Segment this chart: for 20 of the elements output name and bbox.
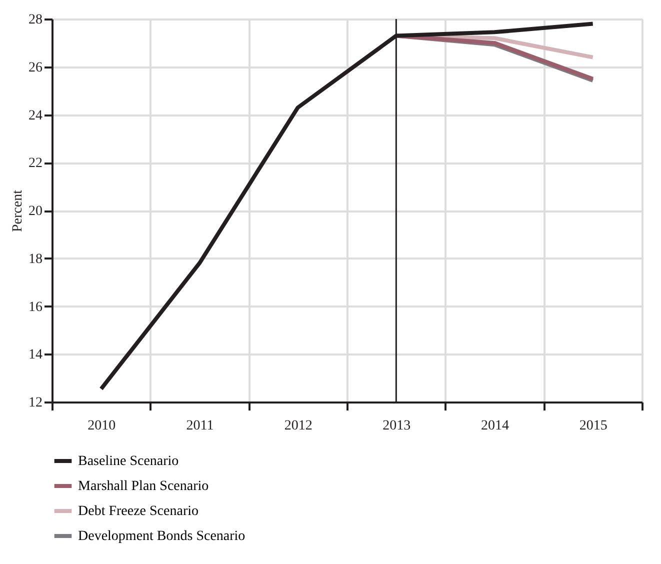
legend-label: Marshall Plan Scenario [78, 479, 209, 494]
y-tick-label: 24 [28, 108, 42, 124]
legend-label: Debt Freeze Scenario [78, 504, 198, 519]
x-tick-label: 2011 [186, 418, 214, 434]
y-tick-label: 16 [28, 300, 42, 315]
legend-label: Baseline Scenario [78, 454, 179, 469]
y-tick-label: 26 [28, 60, 42, 76]
x-tick-label: 2013 [382, 418, 411, 434]
x-tick-label: 2010 [88, 418, 116, 434]
y-tick-label: 18 [28, 252, 42, 267]
y-tick-label: 28 [28, 12, 42, 28]
legend-label: Development Bonds Scenario [78, 529, 246, 544]
y-axis-title: Percent [10, 190, 26, 232]
x-tick-label: 2014 [481, 418, 509, 434]
x-tick-label: 2012 [284, 418, 312, 434]
y-tick-label: 14 [28, 348, 42, 363]
y-tick-label: 20 [28, 204, 42, 219]
y-tick-label: 12 [28, 396, 42, 410]
x-tick-label: 2015 [579, 418, 608, 434]
y-tick-label: 22 [28, 156, 42, 172]
